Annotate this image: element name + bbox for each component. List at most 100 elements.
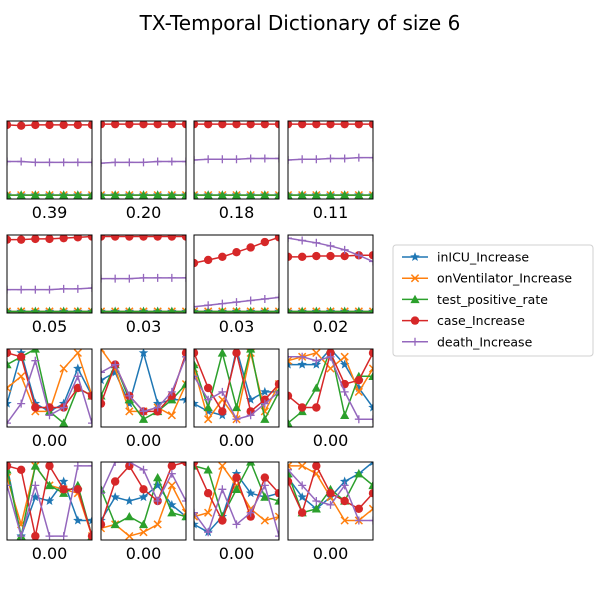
data-point-death_Increase [260, 294, 269, 303]
data-point-death_Increase [369, 153, 373, 162]
data-point-inICU_Increase [138, 492, 149, 502]
data-point-onVentilator_Increase [153, 520, 162, 529]
data-point-case_Increase [87, 235, 92, 241]
data-point-death_Increase [153, 497, 162, 505]
data-point-case_Increase [194, 349, 199, 358]
data-point-test_positive_rate [153, 190, 163, 199]
panel-caption: 0.02 [313, 317, 349, 336]
data-point-test_positive_rate [30, 190, 40, 199]
legend-label: case_Increase [437, 313, 525, 328]
panel-frame [193, 348, 280, 428]
data-point-case_Increase [101, 520, 106, 529]
data-point-onVentilator_Increase [260, 516, 269, 525]
data-point-case_Increase [326, 251, 335, 261]
data-point-death_Increase [125, 462, 134, 466]
legend-item-case_Increase: case_Increase [402, 313, 525, 328]
data-point-case_Increase [297, 403, 307, 412]
data-point-case_Increase [232, 121, 241, 129]
panel-caption: 0.00 [126, 544, 162, 563]
data-point-test_positive_rate [275, 306, 279, 313]
data-point-onVentilator_Increase [340, 352, 349, 361]
legend-swatch-marker [410, 252, 420, 262]
panel-caption: 0.00 [32, 431, 68, 450]
data-point-inICU_Increase [58, 476, 69, 486]
data-point-onVentilator_Increase [194, 307, 199, 313]
panel-caption: 0.20 [126, 203, 162, 222]
panel-frame [287, 120, 374, 200]
panel-caption: 0.39 [32, 203, 68, 222]
data-point-onVentilator_Increase [288, 307, 293, 313]
panel-plot-area [288, 349, 373, 427]
data-point-case_Increase [87, 531, 92, 540]
data-point-onVentilator_Increase [87, 307, 92, 313]
data-point-death_Increase [246, 411, 255, 420]
data-point-case_Increase [45, 462, 54, 471]
data-point-inICU_Increase [194, 519, 199, 529]
data-point-inICU_Increase [138, 349, 149, 357]
panel-caption: 0.05 [32, 317, 68, 336]
data-point-death_Increase [182, 273, 186, 282]
data-point-death_Increase [312, 238, 321, 247]
data-point-case_Increase [101, 399, 106, 408]
subplot-panel: 0.03 [100, 234, 187, 336]
data-point-case_Increase [297, 252, 307, 262]
data-point-case_Increase [218, 516, 227, 525]
data-point-case_Increase [288, 391, 293, 400]
data-point-onVentilator_Increase [139, 528, 148, 537]
legend-swatch-marker [411, 337, 419, 346]
data-point-death_Increase [59, 158, 68, 167]
data-point-case_Increase [73, 121, 83, 130]
data-point-case_Increase [101, 121, 106, 129]
data-point-case_Increase [110, 121, 120, 129]
data-point-death_Increase [194, 508, 198, 517]
data-point-test_positive_rate [231, 484, 242, 493]
data-point-test_positive_rate [325, 190, 336, 199]
legend-item-test_positive_rate: test_positive_rate [402, 292, 548, 307]
data-point-test_positive_rate [369, 306, 373, 313]
data-point-death_Increase [45, 411, 54, 420]
data-point-test_positive_rate [288, 418, 293, 427]
data-point-death_Increase [204, 528, 213, 537]
data-point-case_Increase [340, 496, 349, 506]
data-point-case_Increase [31, 531, 40, 540]
panel-frame [100, 461, 187, 541]
panel-frame [100, 234, 187, 314]
data-point-case_Increase [288, 477, 293, 486]
data-point-death_Increase [326, 154, 335, 163]
data-point-test_positive_rate [298, 306, 306, 313]
data-point-death_Increase [246, 296, 255, 305]
data-point-test_positive_rate [16, 190, 26, 199]
data-point-death_Increase [369, 257, 373, 266]
data-point-test_positive_rate [311, 504, 321, 513]
data-point-case_Increase [194, 258, 199, 268]
data-point-test_positive_rate [297, 190, 307, 199]
data-point-case_Increase [153, 121, 162, 129]
data-point-test_positive_rate [138, 190, 149, 199]
panel-frame [193, 234, 280, 314]
data-point-case_Increase [181, 121, 186, 129]
data-point-test_positive_rate [247, 306, 255, 313]
data-point-case_Increase [110, 235, 120, 241]
data-point-onVentilator_Increase [274, 307, 279, 313]
data-point-death_Increase [298, 352, 307, 361]
data-point-test_positive_rate [110, 519, 120, 529]
panel-caption: 0.03 [219, 317, 255, 336]
data-point-case_Increase [203, 383, 213, 393]
data-point-case_Increase [87, 391, 92, 400]
data-point-death_Increase [218, 387, 227, 396]
data-point-death_Increase [260, 399, 269, 408]
data-point-test_positive_rate [31, 306, 39, 313]
data-point-test_positive_rate [260, 414, 270, 423]
subplot-panel: 0.05 [6, 234, 93, 336]
panel-plot-area [194, 235, 279, 313]
data-point-test_positive_rate [288, 190, 293, 199]
panel-frame [6, 348, 93, 428]
data-point-test_positive_rate [218, 306, 226, 313]
data-point-test_positive_rate [125, 306, 133, 313]
data-point-death_Increase [340, 245, 349, 254]
data-point-case_Increase [45, 121, 54, 130]
data-point-death_Increase [354, 153, 363, 162]
data-point-death_Increase [354, 516, 363, 525]
data-point-test_positive_rate [327, 306, 334, 313]
panel-caption: 0.11 [313, 203, 349, 222]
